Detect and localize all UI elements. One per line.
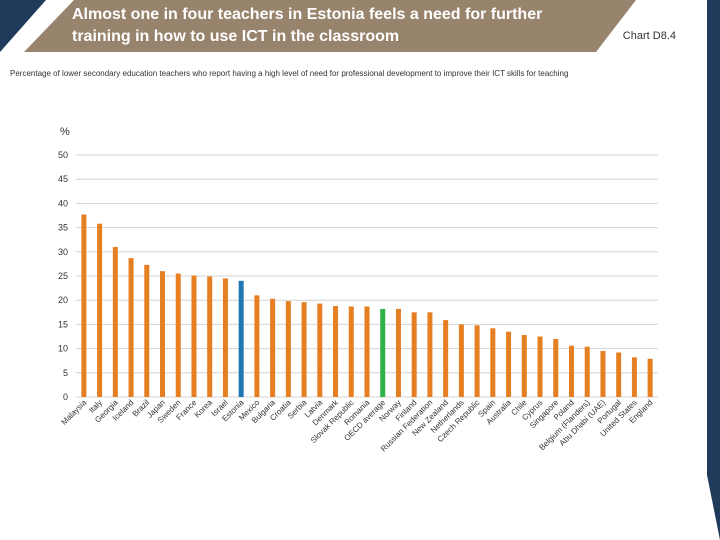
- bar-united-states: [631, 357, 637, 397]
- bar-portugal: [616, 352, 622, 397]
- bar-sweden: [175, 273, 181, 397]
- bar-estonia: [238, 280, 244, 397]
- bar-korea: [207, 276, 213, 397]
- bar-mexico: [254, 295, 260, 397]
- bar-netherlands: [458, 324, 464, 397]
- bar-australia: [506, 331, 512, 397]
- y-axis-unit-label: %: [60, 126, 70, 138]
- bar-denmark: [333, 306, 339, 397]
- bar-georgia: [112, 246, 118, 397]
- y-tick-label-10: 10: [58, 344, 68, 354]
- y-tick-label-35: 35: [58, 223, 68, 233]
- chart-number-label: Chart D8.4: [622, 30, 676, 42]
- bar-belgium-flanders: [584, 346, 590, 397]
- bar-serbia: [301, 302, 307, 397]
- bar-israel: [222, 278, 228, 397]
- bar-chile: [521, 335, 527, 397]
- bar-italy: [97, 223, 103, 397]
- bar-croatia: [285, 301, 291, 397]
- bar-spain: [490, 328, 496, 397]
- bar-malaysia: [81, 214, 87, 397]
- bar-czech-republic: [474, 325, 480, 397]
- bar-romania: [364, 306, 370, 397]
- bar-slovak-republic: [348, 306, 354, 397]
- bar-new-zealand: [443, 320, 449, 397]
- y-tick-label-0: 0: [63, 392, 68, 402]
- bar-bulgaria: [270, 298, 276, 397]
- bar-brazil: [144, 264, 150, 397]
- y-tick-label-20: 20: [58, 295, 68, 305]
- y-tick-label-15: 15: [58, 319, 68, 329]
- bar-england: [647, 358, 653, 397]
- bar-poland: [568, 345, 574, 397]
- y-tick-label-45: 45: [58, 174, 68, 184]
- chart-title: Almost one in four teachers in Estonia f…: [72, 6, 543, 45]
- category-label: Korea: [193, 398, 215, 420]
- bar-singapore: [553, 338, 559, 397]
- y-tick-label-25: 25: [58, 271, 68, 281]
- bar-latvia: [317, 303, 323, 397]
- bar-norway: [395, 308, 401, 397]
- bar-japan: [160, 271, 166, 397]
- bar-abu-dhabi-uae: [600, 351, 606, 397]
- y-tick-label-30: 30: [58, 247, 68, 257]
- bar-oecd-average: [380, 308, 386, 397]
- bar-france: [191, 275, 197, 397]
- y-tick-label-5: 5: [63, 368, 68, 378]
- title-band: [24, 0, 636, 52]
- bar-iceland: [128, 258, 134, 397]
- y-tick-label-40: 40: [58, 198, 68, 208]
- side-decoration-band: [707, 0, 720, 540]
- chart-subtitle: Percentage of lower secondary education …: [10, 69, 569, 78]
- y-tick-label-50: 50: [58, 150, 68, 160]
- bar-finland: [411, 312, 417, 397]
- bar-cyprus: [537, 336, 543, 397]
- category-label: Malaysia: [60, 398, 89, 427]
- bar-russian-federation: [427, 312, 433, 397]
